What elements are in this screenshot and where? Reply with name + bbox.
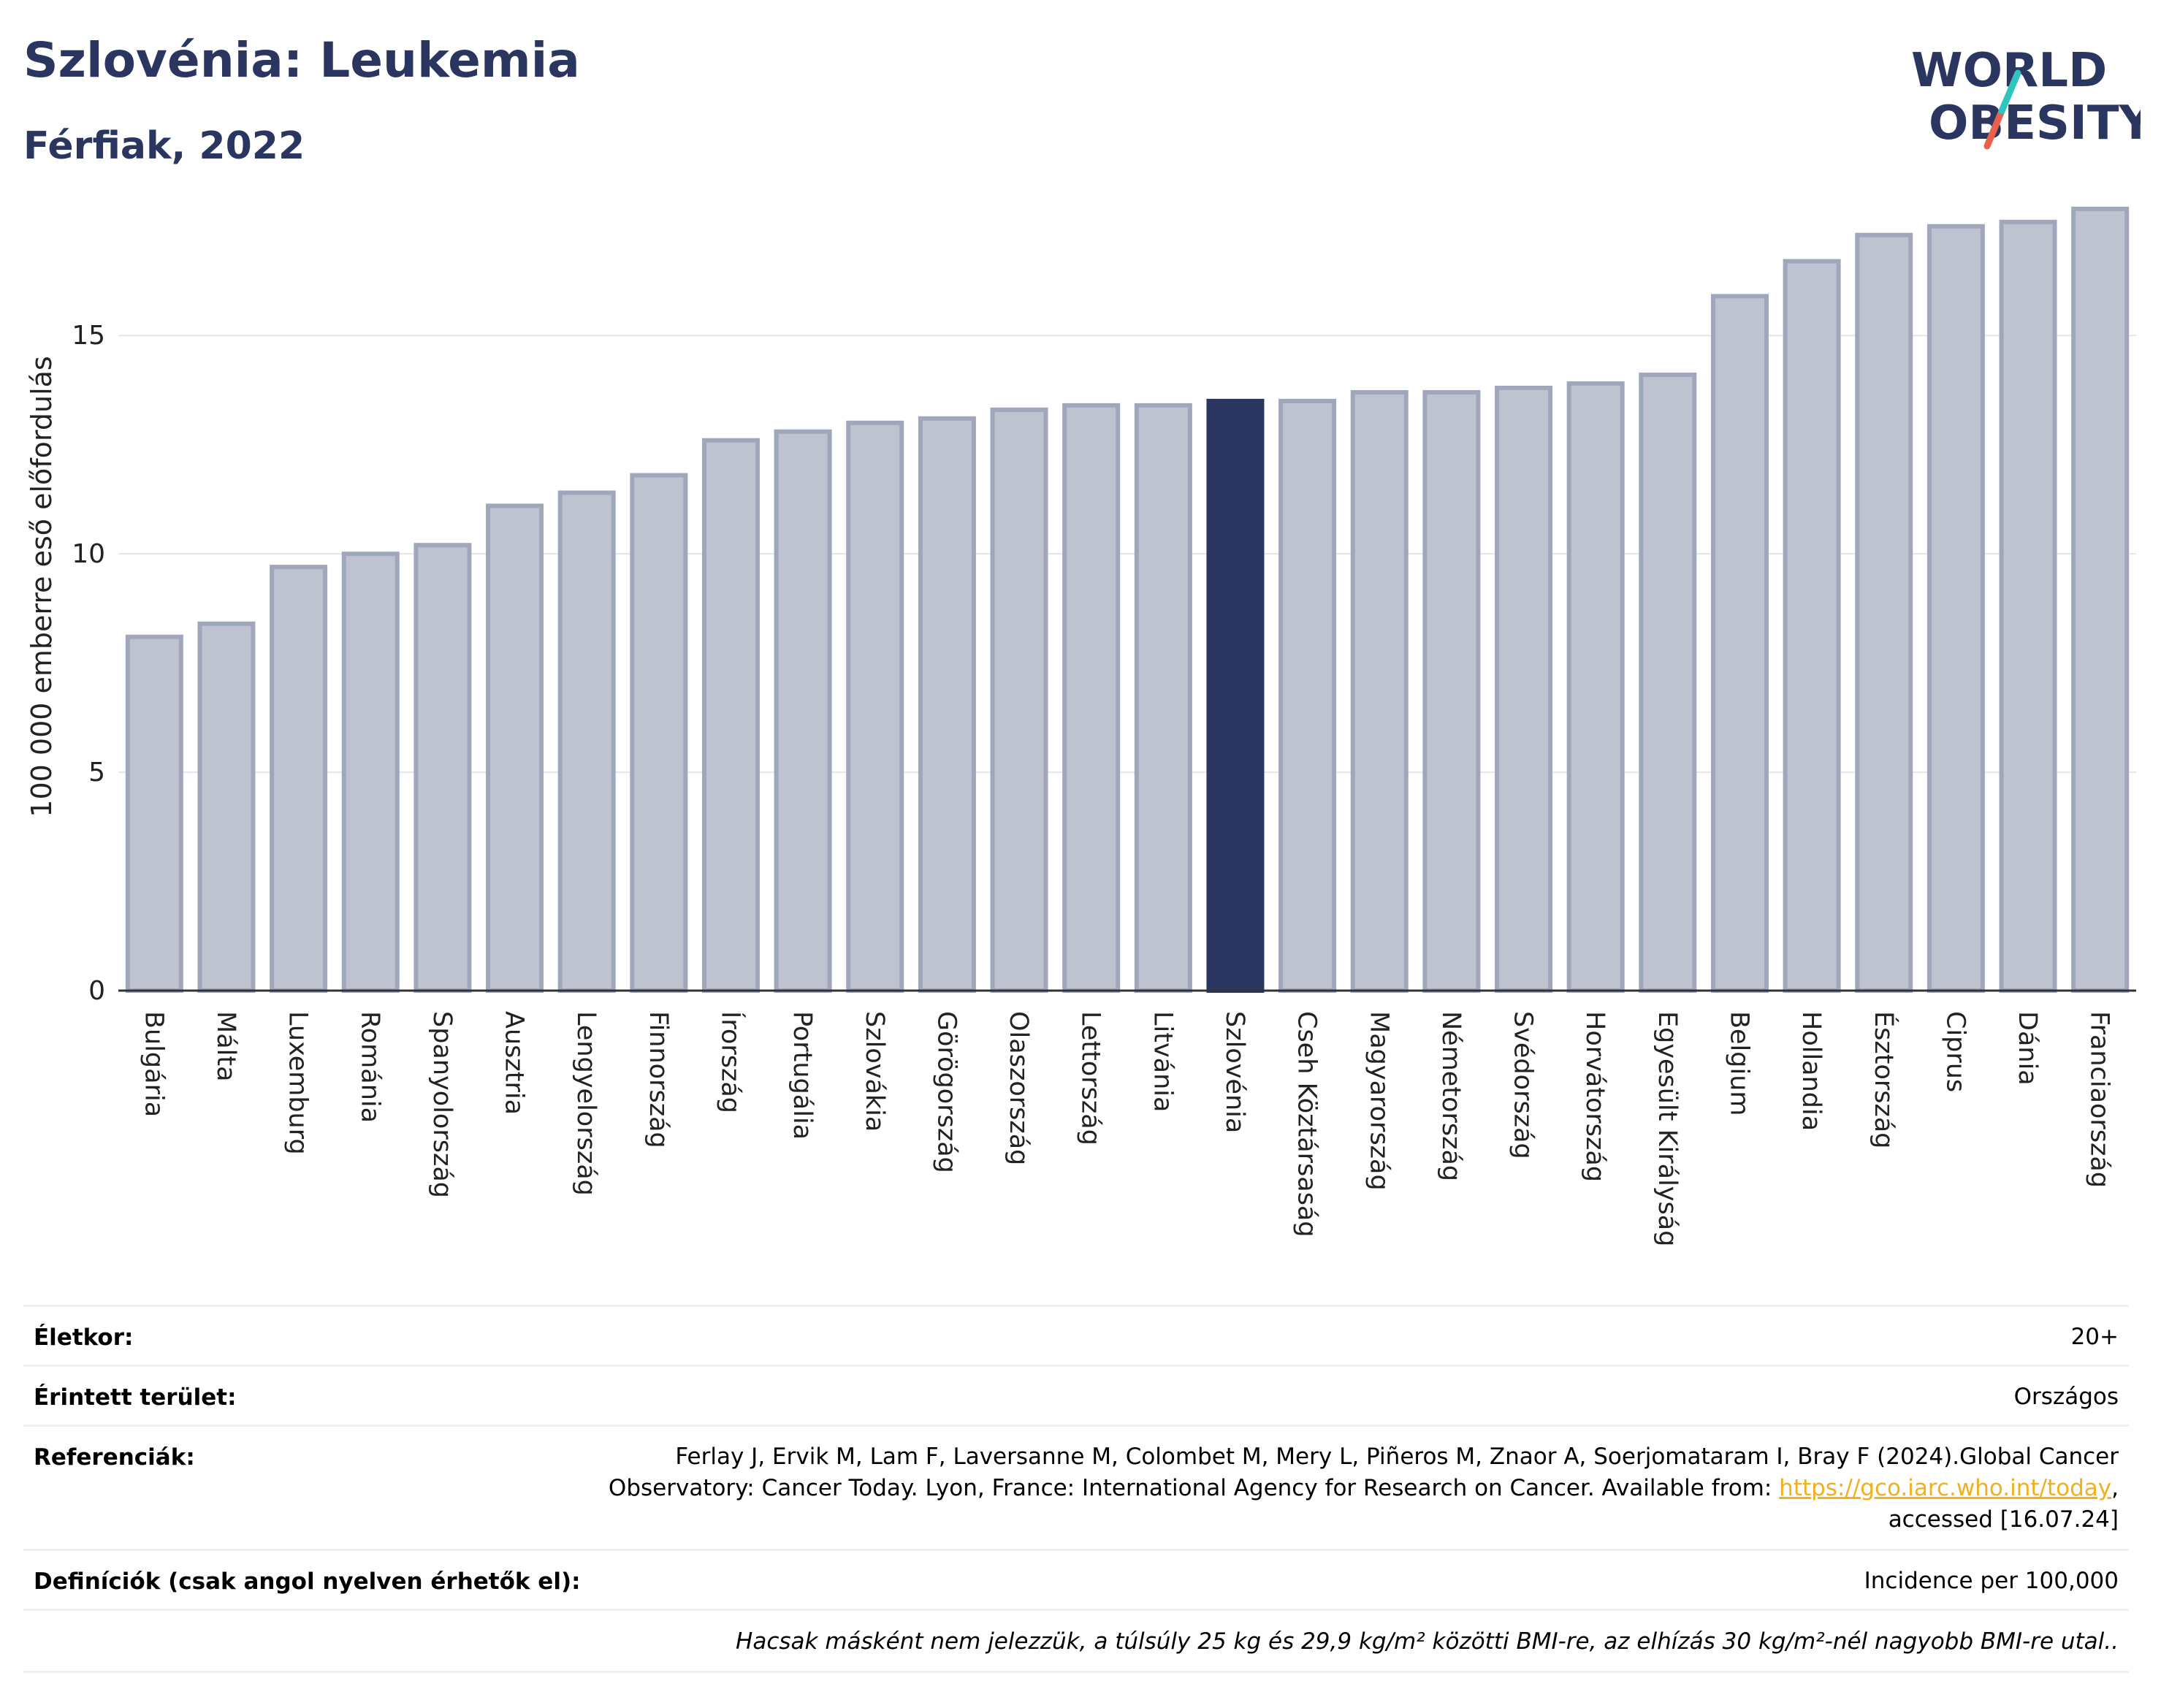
bar bbox=[701, 438, 760, 993]
bar bbox=[1062, 403, 1121, 993]
bar bbox=[1495, 385, 1553, 993]
bar bbox=[1278, 398, 1337, 993]
definitions-label: Definíciók (csak angol nyelven érhetők e… bbox=[34, 1568, 581, 1595]
bar bbox=[774, 429, 832, 993]
y-tick-label: 5 bbox=[88, 758, 105, 788]
age-value: 20+ bbox=[2070, 1324, 2119, 1350]
x-tick-label: Németország bbox=[1436, 1011, 1466, 1181]
bar bbox=[413, 543, 472, 993]
info-row-area: Érintett terület: Országos bbox=[23, 1365, 2129, 1425]
bar bbox=[846, 420, 904, 993]
bar bbox=[1134, 403, 1192, 993]
page-subtitle: Férfiak, 2022 bbox=[23, 124, 305, 168]
bar bbox=[1999, 219, 2057, 993]
x-tick-label: Szlovénia bbox=[1220, 1011, 1249, 1133]
area-value: Országos bbox=[2013, 1384, 2119, 1410]
bar bbox=[1710, 294, 1769, 993]
x-tick-label: Olaszország bbox=[1004, 1011, 1033, 1165]
x-tick-label: Belgium bbox=[1724, 1011, 1753, 1116]
page-title: Szlovénia: Leukemia bbox=[23, 32, 580, 88]
logo-word-obesity: OBESITY bbox=[1929, 96, 2141, 150]
bar bbox=[197, 621, 256, 993]
x-tick-label: Ciprus bbox=[1940, 1011, 1970, 1092]
bar bbox=[1350, 389, 1409, 993]
y-tick-label: 0 bbox=[88, 976, 105, 1006]
bar bbox=[486, 503, 544, 993]
info-row-note: Hacsak másként nem jelezzük, a túlsúly 2… bbox=[23, 1609, 2129, 1673]
x-tick-label: Cseh Köztársaság bbox=[1292, 1011, 1322, 1238]
bar bbox=[630, 473, 688, 993]
world-obesity-logo: WORLD OBESITY bbox=[1911, 44, 2141, 150]
x-tick-label: Luxemburg bbox=[283, 1011, 313, 1155]
bar bbox=[1926, 224, 1985, 993]
x-tick-label: Litvánia bbox=[1148, 1011, 1177, 1112]
bar bbox=[1783, 259, 1841, 993]
x-tick-label: Románia bbox=[355, 1011, 384, 1123]
x-tick-label: Franciaország bbox=[2085, 1011, 2114, 1188]
bar-chart: 0 5 10 15 100 000 emberre eső előfordulás Bul… bbox=[26, 206, 2136, 1246]
reference-line-3: accessed [16.07.24] bbox=[1888, 1506, 2119, 1533]
x-tick-label: Finnország bbox=[644, 1011, 673, 1148]
y-tick-label: 10 bbox=[72, 539, 105, 569]
bar bbox=[125, 634, 183, 993]
info-row-references: Referenciák: Ferlay J, Ervik M, Lam F, L… bbox=[23, 1425, 2129, 1549]
x-tick-label: Görögország bbox=[931, 1011, 961, 1173]
bar bbox=[1566, 381, 1625, 993]
reference-line-2-end: , bbox=[2111, 1475, 2119, 1501]
y-tick-label: 15 bbox=[72, 321, 105, 351]
bar-highlight bbox=[1206, 398, 1265, 993]
x-tick-label: Svédország bbox=[1509, 1011, 1538, 1159]
x-tick-label: Észtország bbox=[1869, 1011, 1899, 1149]
bar bbox=[1422, 389, 1481, 993]
info-row-definitions: Definíciók (csak angol nyelven érhetők e… bbox=[23, 1549, 2129, 1609]
bar bbox=[270, 565, 328, 993]
reference-line-2-text: Observatory: Cancer Today. Lyon, France:… bbox=[608, 1475, 1780, 1501]
x-tick-label: Dánia bbox=[2013, 1011, 2042, 1086]
x-tick-label: Horvátország bbox=[1580, 1011, 1609, 1182]
x-tick-label: Szlovákia bbox=[860, 1011, 889, 1132]
x-tick-label: Egyesült Királyság bbox=[1653, 1011, 1682, 1246]
reference-line-1: Ferlay J, Ervik M, Lam F, Laversanne M, … bbox=[675, 1444, 2119, 1470]
definitions-value: Incidence per 100,000 bbox=[1864, 1568, 2119, 1594]
bar bbox=[557, 490, 616, 993]
x-tick-label: Málta bbox=[211, 1011, 240, 1082]
reference-line-2: Observatory: Cancer Today. Lyon, France:… bbox=[609, 1473, 2119, 1504]
x-tick-label: Hollandia bbox=[1796, 1011, 1826, 1131]
bar bbox=[2071, 206, 2130, 994]
area-label: Érintett terület: bbox=[34, 1384, 237, 1411]
x-tick-label: Lettország bbox=[1076, 1011, 1105, 1145]
footnote: Hacsak másként nem jelezzük, a túlsúly 2… bbox=[736, 1628, 2119, 1655]
x-tick-label: Ausztria bbox=[500, 1011, 529, 1115]
bar bbox=[1855, 232, 1913, 993]
x-tick-label: Lengyelország bbox=[571, 1011, 601, 1196]
bar bbox=[1639, 373, 1697, 993]
bar bbox=[341, 552, 400, 993]
references-value: Ferlay J, Ervik M, Lam F, Laversanne M, … bbox=[609, 1441, 2119, 1536]
x-tick-label: Írország bbox=[715, 1011, 746, 1113]
y-axis-label: 100 000 emberre eső előfordulás bbox=[26, 356, 58, 817]
bar bbox=[990, 407, 1048, 993]
x-tick-label: Bulgária bbox=[139, 1011, 168, 1117]
info-row-age: Életkor: 20+ bbox=[23, 1305, 2129, 1365]
age-label: Életkor: bbox=[34, 1324, 134, 1351]
reference-link[interactable]: https://gco.iarc.who.int/today bbox=[1779, 1475, 2112, 1501]
x-tick-label: Magyarország bbox=[1364, 1011, 1393, 1191]
x-tick-label: Spanyolország bbox=[427, 1011, 457, 1198]
x-tick-label: Portugália bbox=[788, 1011, 817, 1140]
bar bbox=[918, 416, 976, 993]
references-label: Referenciák: bbox=[34, 1444, 195, 1471]
